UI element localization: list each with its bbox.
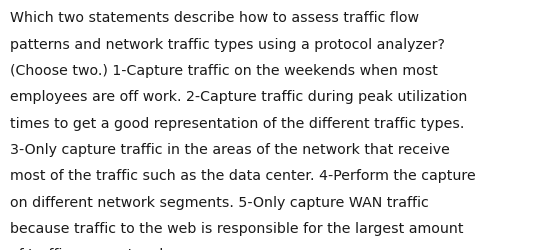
Text: employees are off work. 2-Capture traffic during peak utilization: employees are off work. 2-Capture traffi… [10,90,468,104]
Text: Which two statements describe how to assess traffic flow: Which two statements describe how to ass… [10,11,419,25]
Text: most of the traffic such as the data center. 4-Perform the capture: most of the traffic such as the data cen… [10,169,476,183]
Text: on different network segments. 5-Only capture WAN traffic: on different network segments. 5-Only ca… [10,195,429,209]
Text: because traffic to the web is responsible for the largest amount: because traffic to the web is responsibl… [10,221,464,235]
Text: times to get a good representation of the different traffic types.: times to get a good representation of th… [10,116,464,130]
Text: of traffic on a network.: of traffic on a network. [10,248,172,250]
Text: 3-Only capture traffic in the areas of the network that receive: 3-Only capture traffic in the areas of t… [10,142,450,156]
Text: (Choose two.) 1-Capture traffic on the weekends when most: (Choose two.) 1-Capture traffic on the w… [10,64,438,78]
Text: patterns and network traffic types using a protocol analyzer?: patterns and network traffic types using… [10,38,445,52]
